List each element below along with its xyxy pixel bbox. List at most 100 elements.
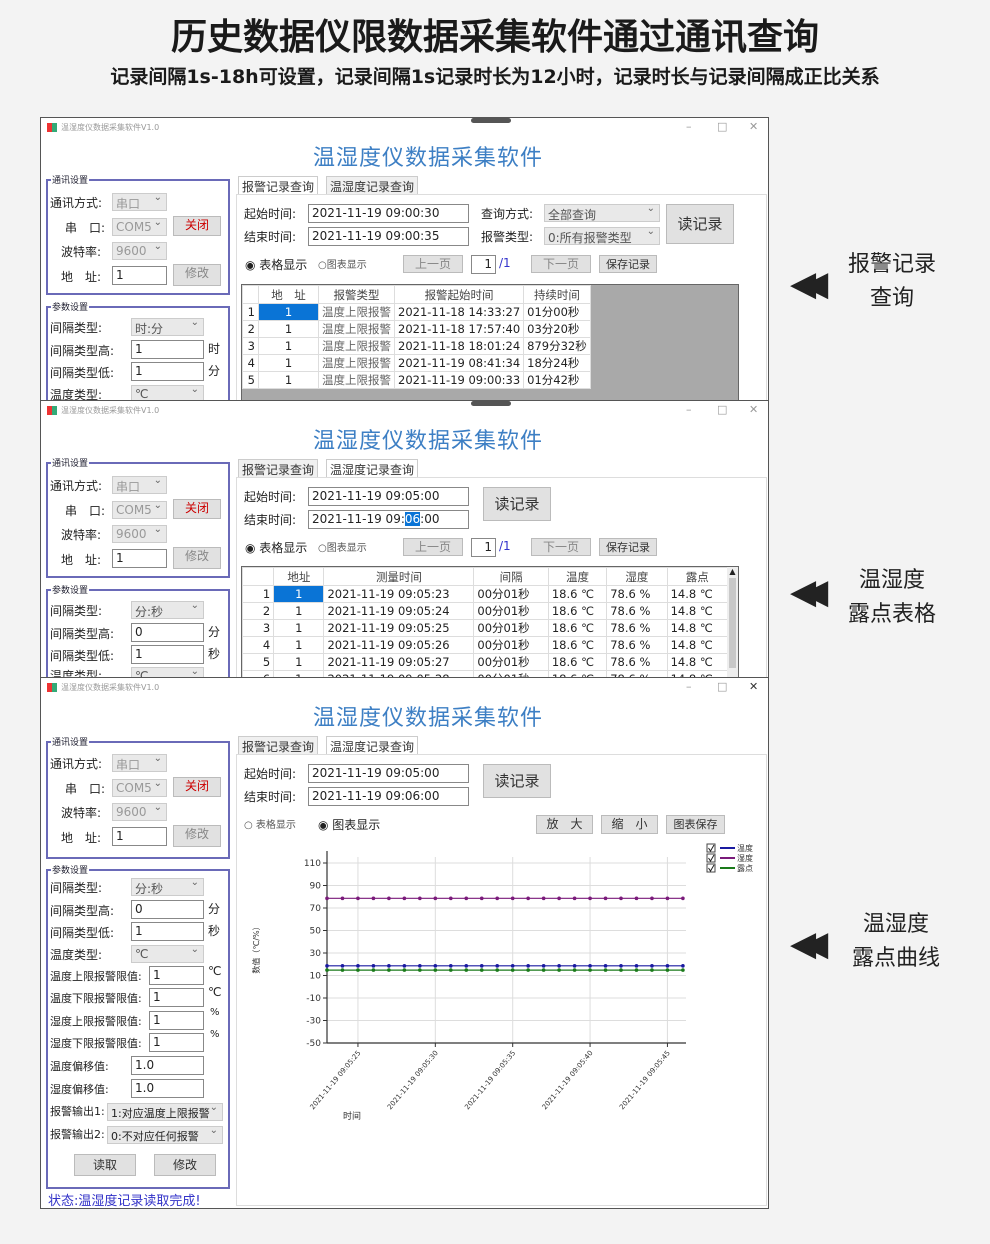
column-header[interactable]: 间隔	[473, 567, 549, 586]
close-port-button[interactable]: 关闭	[173, 777, 221, 797]
tab-record-query[interactable]: 温湿度记录查询	[326, 736, 419, 755]
save-records-button[interactable]: 保存记录	[599, 538, 657, 556]
table-row[interactable]: 3 1 2021-11-19 09:05:25 00分01秒 18.6 ℃ 78.6 % 1…	[242, 619, 729, 637]
minimize-button[interactable]: –	[686, 680, 692, 693]
interval-low-input[interactable]: 1	[131, 362, 204, 381]
temp-upper-input[interactable]: 1	[149, 966, 204, 985]
interval-low-input[interactable]: 1	[131, 922, 204, 941]
next-page-button[interactable]: 下一页	[531, 255, 591, 273]
table-row[interactable]: 612021-11-19 09:05:2800分01秒18.6 ℃78.6 %1…	[242, 670, 729, 677]
vertical-scrollbar[interactable]: ▲	[727, 567, 738, 677]
table-row[interactable]: 1 1 温度上限报警 2021-11-18 14:33:27 01分00秒	[242, 303, 591, 321]
modify-address-button[interactable]: 修改	[173, 264, 221, 286]
tab-record-query[interactable]: 温湿度记录查询	[326, 176, 419, 195]
hum-upper-input[interactable]: 1	[149, 1011, 204, 1030]
start-time-picker[interactable]: 2021-11-19 09:00:30	[308, 204, 469, 223]
maximize-button[interactable]: □	[717, 403, 728, 416]
interval-high-input[interactable]: 0	[131, 900, 204, 919]
end-time-picker[interactable]: 2021-11-19 09:06:00	[308, 787, 469, 806]
column-header[interactable]: 地 址	[258, 285, 319, 304]
hum-lower-input[interactable]: 1	[149, 1033, 204, 1052]
comm-mode-select[interactable]: 串口	[112, 754, 167, 772]
legend-checkbox[interactable]	[706, 853, 716, 863]
modify-address-button[interactable]: 修改	[173, 825, 221, 847]
baud-select[interactable]: 9600	[112, 525, 167, 543]
table-view-radio[interactable]: ◉ 表格显示	[245, 541, 308, 555]
read-records-button[interactable]: 读记录	[483, 764, 551, 798]
port-select[interactable]: COM5	[112, 501, 167, 519]
chart-view-radio[interactable]: ○图表显示	[318, 543, 367, 554]
hum-offset-input[interactable]: 1.0	[131, 1079, 204, 1098]
temp-type-select[interactable]: ℃	[131, 945, 204, 963]
modify-address-button[interactable]: 修改	[173, 547, 221, 569]
interval-type-select[interactable]: 分:秒	[131, 601, 204, 619]
close-button[interactable]: ✕	[749, 403, 759, 416]
column-header[interactable]: 地址	[273, 567, 325, 586]
next-page-button[interactable]: 下一页	[531, 538, 591, 556]
query-mode-select[interactable]: 全部查询	[544, 204, 660, 222]
zoom-in-button[interactable]: 放 大	[536, 815, 593, 834]
tab-alarm-query[interactable]: 报警记录查询	[238, 176, 319, 195]
end-time-picker[interactable]: 2021-11-19 09:00:35	[308, 227, 469, 246]
close-button[interactable]: ✕	[749, 680, 759, 693]
table-row[interactable]: 2 1 温度上限报警 2021-11-18 17:57:40 03分20秒	[242, 320, 591, 338]
column-header[interactable]: 报警起始时间	[393, 285, 525, 304]
tab-record-query[interactable]: 温湿度记录查询	[326, 459, 419, 478]
table-row[interactable]: 5 1 温度上限报警 2021-11-19 09:00:33 01分42秒	[242, 371, 591, 389]
page-input[interactable]: 1	[471, 255, 496, 274]
tab-alarm-query[interactable]: 报警记录查询	[238, 459, 319, 478]
start-time-picker[interactable]: 2021-11-19 09:05:00	[308, 764, 469, 783]
column-header[interactable]: 持续时间	[523, 285, 591, 304]
prev-page-button[interactable]: 上一页	[403, 538, 463, 556]
read-records-button[interactable]: 读记录	[666, 204, 734, 244]
table-row[interactable]: 2 1 2021-11-19 09:05:24 00分01秒 18.6 ℃ 78.6 % 1…	[242, 602, 729, 620]
alarm-output2-select[interactable]: 0:不对应任何报警	[107, 1126, 223, 1144]
port-select[interactable]: COM5	[112, 779, 167, 797]
minimize-button[interactable]: –	[686, 403, 692, 416]
address-input[interactable]: 1	[112, 827, 167, 846]
close-port-button[interactable]: 关闭	[173, 499, 221, 519]
comm-mode-select[interactable]: 串口	[112, 476, 167, 494]
close-button[interactable]: ✕	[749, 120, 759, 133]
drag-handle[interactable]	[471, 118, 511, 123]
legend-checkbox[interactable]	[706, 863, 716, 873]
tab-alarm-query[interactable]: 报警记录查询	[238, 736, 319, 755]
interval-type-select[interactable]: 时:分	[131, 318, 204, 336]
maximize-button[interactable]: □	[717, 680, 728, 693]
temp-type-select[interactable]: ℃	[131, 385, 204, 400]
scroll-up-icon[interactable]: ▲	[729, 567, 736, 576]
baud-select[interactable]: 9600	[112, 803, 167, 821]
table-view-radio[interactable]: ○ 表格显示	[244, 820, 296, 831]
table-row[interactable]: 3 1 温度上限报警 2021-11-18 18:01:24 879分32秒	[242, 337, 591, 355]
page-input[interactable]: 1	[471, 538, 496, 557]
table-row[interactable]: 4 1 温度上限报警 2021-11-19 08:41:34 18分24秒	[242, 354, 591, 372]
chart-view-radio[interactable]: ○图表显示	[318, 260, 367, 271]
end-time-picker[interactable]: 2021-11-19 09:06:00	[308, 510, 469, 529]
table-row[interactable]: 5 1 2021-11-19 09:05:27 00分01秒 18.6 ℃ 78.6 % 1…	[242, 653, 729, 671]
interval-type-select[interactable]: 分:秒	[131, 878, 204, 896]
address-input[interactable]: 1	[112, 549, 167, 568]
minimize-button[interactable]: –	[686, 120, 692, 133]
scroll-thumb[interactable]	[729, 578, 736, 668]
save-records-button[interactable]: 保存记录	[599, 255, 657, 273]
address-input[interactable]: 1	[112, 266, 167, 285]
alarm-type-select[interactable]: 0:所有报警类型	[544, 227, 660, 245]
temp-offset-input[interactable]: 1.0	[131, 1056, 204, 1075]
interval-high-input[interactable]: 0	[131, 623, 204, 642]
baud-select[interactable]: 9600	[112, 242, 167, 260]
column-header[interactable]: 露点	[666, 567, 729, 586]
drag-handle[interactable]	[471, 401, 511, 406]
table-row[interactable]: 4 1 2021-11-19 09:05:26 00分01秒 18.6 ℃ 78.6 % 1…	[242, 636, 729, 654]
temp-lower-input[interactable]: 1	[149, 988, 204, 1007]
column-header[interactable]: 测量时间	[323, 567, 475, 586]
column-header[interactable]: 温度	[547, 567, 608, 586]
save-chart-button[interactable]: 图表保存	[666, 815, 725, 834]
start-time-picker[interactable]: 2021-11-19 09:05:00	[308, 487, 469, 506]
chart-view-radio[interactable]: ◉ 图表显示	[318, 818, 381, 832]
read-records-button[interactable]: 读记录	[483, 487, 551, 521]
port-select[interactable]: COM5	[112, 218, 167, 236]
temp-type-select[interactable]: ℃	[131, 667, 204, 677]
column-header[interactable]: 湿度	[606, 567, 668, 586]
column-header[interactable]: 报警类型	[318, 285, 395, 304]
interval-low-input[interactable]: 1	[131, 645, 204, 664]
